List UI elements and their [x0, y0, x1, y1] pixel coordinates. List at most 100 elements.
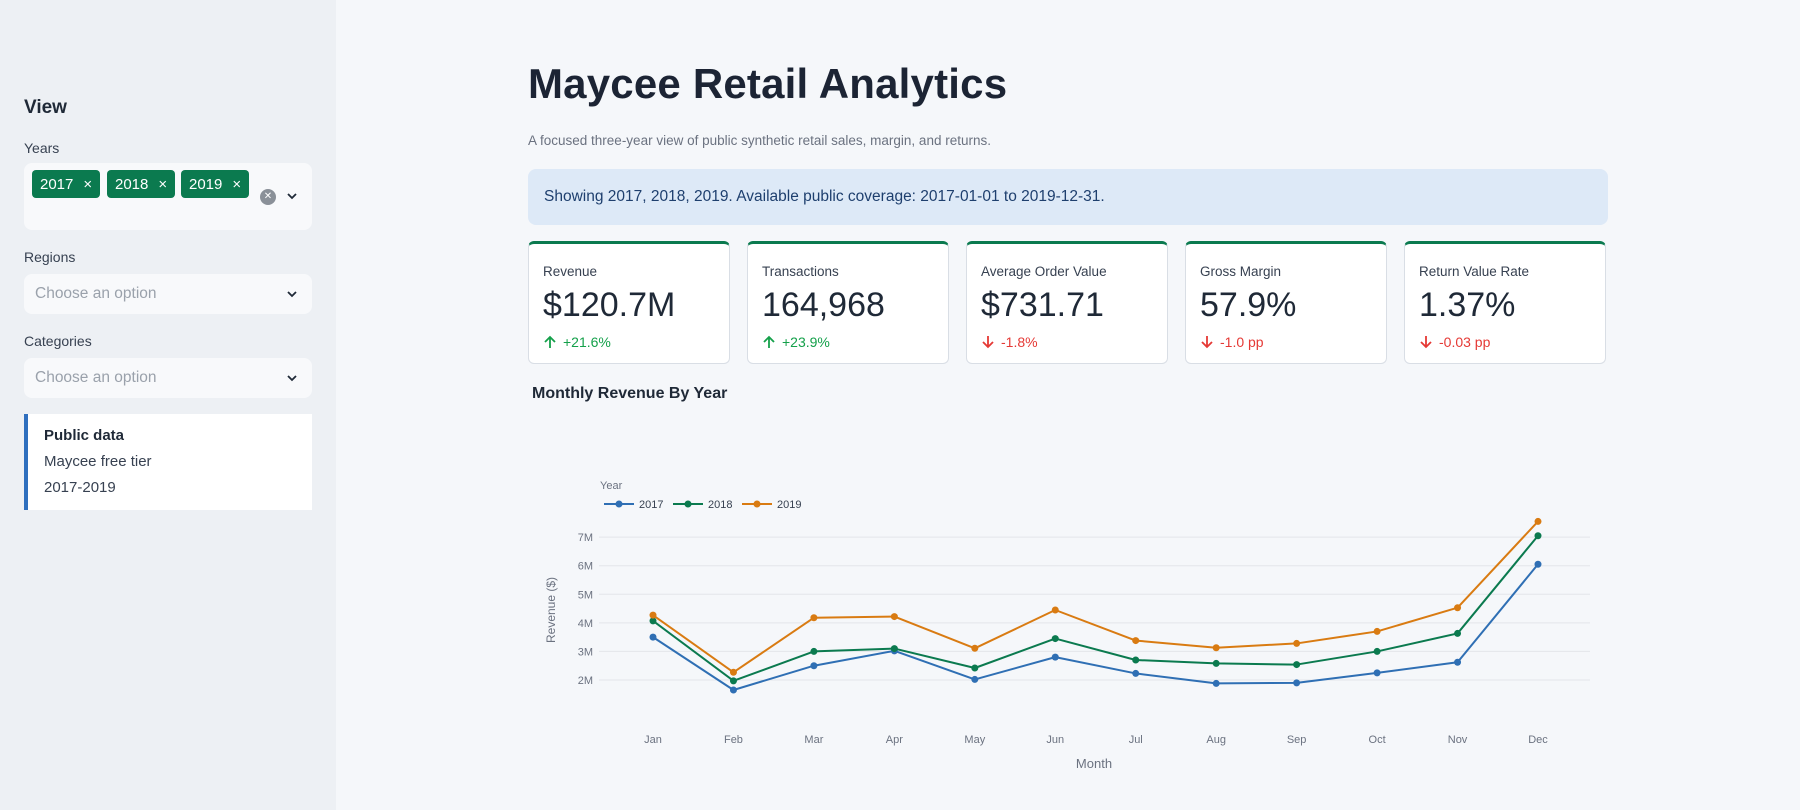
x-tick-label: Jun — [1046, 734, 1064, 746]
data-point-2017-sep — [1293, 679, 1301, 687]
years-label: Years — [24, 140, 60, 156]
data-point-2019-jan — [649, 611, 657, 619]
data-point-2018-sep — [1293, 661, 1301, 669]
legend-swatch-marker — [684, 500, 692, 508]
kpi-label: Gross Margin — [1200, 264, 1282, 279]
kpi-value: 1.37% — [1419, 286, 1516, 324]
kpi-delta: -0.03 pp — [1419, 334, 1490, 350]
data-point-2019-mar — [810, 614, 818, 622]
data-point-2017-mar — [810, 662, 818, 670]
kpi-delta: -1.0 pp — [1200, 334, 1264, 350]
x-tick-label: Dec — [1528, 734, 1548, 746]
data-point-2017-jan — [649, 633, 657, 641]
data-point-2018-may — [971, 664, 979, 672]
data-point-2019-jun — [1051, 606, 1059, 614]
chart-title: Monthly Revenue By Year — [532, 385, 728, 402]
kpi-delta-value: +23.9% — [782, 334, 830, 350]
clear-all-icon[interactable]: ✕ — [260, 189, 276, 205]
series-line-2017 — [652, 563, 1539, 691]
page-subtitle: A focused three-year view of public synt… — [528, 133, 991, 148]
categories-select[interactable]: Choose an option — [24, 358, 312, 398]
kpi-value: $120.7M — [543, 286, 676, 324]
y-axis-title: Revenue ($) — [544, 577, 558, 643]
data-point-2019-apr — [890, 613, 898, 621]
kpi-label: Revenue — [543, 264, 598, 279]
kpi-delta: -1.8% — [981, 334, 1038, 350]
data-point-2017-dec — [1534, 560, 1542, 568]
x-tick-label: Sep — [1287, 734, 1307, 746]
arrow-up-icon — [763, 335, 775, 348]
data-point-2017-jun — [1051, 653, 1059, 661]
coverage-info-banner: Showing 2017, 2018, 2019. Available publ… — [528, 169, 1608, 225]
arrow-down-icon — [1201, 336, 1213, 349]
kpi-label: Average Order Value — [981, 264, 1107, 279]
kpi-delta-value: -1.0 pp — [1220, 334, 1264, 350]
kpi-delta-value: -1.8% — [1001, 334, 1038, 350]
data-point-2019-oct — [1373, 627, 1381, 635]
info-title: Public data — [44, 427, 125, 444]
years-multiselect[interactable]: 2017 × 2018 × 2019 × ✕ — [24, 163, 312, 230]
y-tick-label: 6M — [578, 561, 593, 573]
kpi-label: Return Value Rate — [1419, 264, 1530, 279]
x-tick-label: Feb — [724, 734, 743, 746]
data-point-2017-nov — [1454, 658, 1462, 666]
remove-tag-icon[interactable]: × — [83, 175, 93, 193]
regions-label: Regions — [24, 249, 76, 265]
y-tick-label: 5M — [578, 589, 593, 601]
data-point-2018-dec — [1534, 532, 1542, 540]
sidebar: View Years 2017 × 2018 × 2019 × ✕ Region… — [0, 0, 336, 810]
arrow-down-icon — [1420, 336, 1432, 349]
x-tick-label: May — [964, 734, 985, 746]
remove-tag-icon[interactable]: × — [232, 175, 242, 193]
data-point-2018-jan — [649, 617, 657, 625]
series-line-2019 — [652, 520, 1539, 674]
year-tag-2017[interactable]: 2017 × — [32, 170, 101, 198]
data-point-2018-mar — [810, 647, 818, 655]
sidebar-heading: View — [24, 97, 67, 118]
data-point-2019-feb — [729, 668, 737, 676]
kpi-delta: +23.9% — [762, 334, 830, 350]
data-point-2017-aug — [1212, 679, 1220, 687]
kpi-card-return-value-rate: Return Value Rate 1.37% -0.03 pp — [1404, 241, 1606, 364]
arrow-up-icon — [544, 335, 556, 348]
x-tick-label: Jan — [644, 734, 662, 746]
chevron-down-icon[interactable] — [286, 372, 298, 384]
y-tick-label: 7M — [578, 532, 593, 544]
x-tick-label: Jul — [1129, 734, 1143, 746]
legend-entry-2018: 2018 — [708, 499, 732, 511]
remove-tag-icon[interactable]: × — [158, 175, 168, 193]
x-axis-title: Month — [1076, 756, 1112, 771]
legend-title: Year — [600, 480, 623, 492]
banner-text: Showing 2017, 2018, 2019. Available publ… — [544, 188, 1105, 205]
series-line-2018 — [652, 535, 1539, 682]
data-point-2018-feb — [729, 677, 737, 685]
kpi-value: 57.9% — [1200, 286, 1297, 324]
info-line-tier: Maycee free tier — [44, 453, 152, 470]
public-data-info-card: Public data Maycee free tier 2017-2019 — [24, 414, 312, 510]
regions-select[interactable]: Choose an option — [24, 274, 312, 314]
kpi-label: Transactions — [762, 264, 839, 279]
data-point-2018-nov — [1454, 629, 1462, 637]
chevron-down-icon[interactable] — [286, 288, 298, 300]
data-point-2018-jul — [1132, 656, 1140, 664]
chevron-down-icon[interactable] — [286, 190, 298, 202]
arrow-down-icon — [982, 336, 994, 349]
year-tag-label: 2017 — [40, 175, 74, 193]
legend-entry-2019: 2019 — [777, 499, 801, 511]
y-tick-label: 4M — [578, 618, 593, 630]
data-point-2019-may — [971, 644, 979, 652]
data-point-2018-aug — [1212, 659, 1220, 667]
legend-swatch-marker — [615, 500, 623, 508]
data-point-2018-jun — [1051, 635, 1059, 643]
categories-placeholder: Choose an option — [35, 369, 157, 386]
kpi-value: $731.71 — [981, 286, 1104, 324]
x-tick-label: Aug — [1206, 734, 1226, 746]
page-title: Maycee Retail Analytics — [528, 60, 1008, 107]
year-tag-2019[interactable]: 2019 × — [181, 170, 250, 198]
kpi-delta-value: -0.03 pp — [1439, 334, 1491, 350]
x-tick-label: Mar — [804, 734, 823, 746]
year-tag-label: 2018 — [115, 175, 149, 193]
year-tag-2018[interactable]: 2018 × — [107, 170, 176, 198]
kpi-value: 164,968 — [762, 286, 885, 324]
categories-label: Categories — [24, 333, 92, 349]
